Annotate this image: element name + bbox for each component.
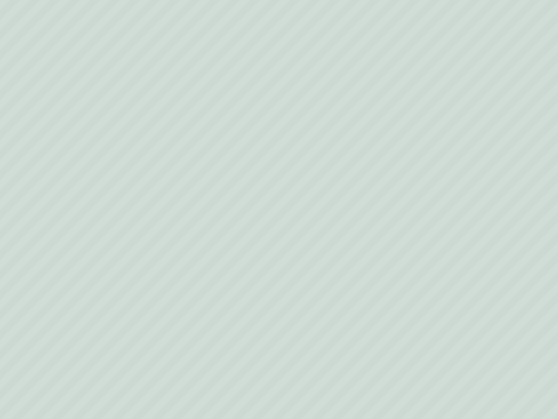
Polygon shape: [41, 0, 470, 419]
Polygon shape: [381, 0, 558, 419]
Polygon shape: [21, 0, 450, 419]
Polygon shape: [521, 0, 558, 419]
Polygon shape: [221, 0, 558, 419]
Polygon shape: [121, 0, 550, 419]
Polygon shape: [0, 0, 50, 419]
Polygon shape: [0, 0, 70, 419]
Polygon shape: [0, 0, 10, 419]
Polygon shape: [0, 0, 150, 419]
Polygon shape: [0, 0, 110, 419]
Polygon shape: [501, 0, 558, 419]
Polygon shape: [101, 0, 530, 419]
Polygon shape: [0, 0, 290, 419]
Polygon shape: [261, 0, 558, 419]
Polygon shape: [241, 0, 558, 419]
Polygon shape: [301, 0, 558, 419]
Polygon shape: [0, 0, 90, 419]
Polygon shape: [0, 0, 170, 419]
Polygon shape: [0, 0, 370, 419]
Polygon shape: [401, 0, 558, 419]
Polygon shape: [1, 0, 430, 419]
Polygon shape: [0, 0, 330, 419]
Polygon shape: [441, 0, 558, 419]
Polygon shape: [141, 0, 558, 419]
Polygon shape: [361, 0, 558, 419]
Polygon shape: [341, 0, 558, 419]
Polygon shape: [0, 0, 410, 419]
Polygon shape: [0, 0, 130, 419]
Polygon shape: [0, 0, 310, 419]
Polygon shape: [0, 0, 350, 419]
Polygon shape: [461, 0, 558, 419]
Polygon shape: [161, 0, 558, 419]
Polygon shape: [281, 0, 558, 419]
Polygon shape: [0, 0, 190, 419]
Polygon shape: [421, 0, 558, 419]
Polygon shape: [0, 0, 230, 419]
Polygon shape: [541, 0, 558, 419]
Polygon shape: [201, 0, 558, 419]
Polygon shape: [81, 0, 510, 419]
Polygon shape: [481, 0, 558, 419]
Polygon shape: [0, 0, 210, 419]
Polygon shape: [321, 0, 558, 419]
Polygon shape: [0, 0, 270, 419]
Polygon shape: [181, 0, 558, 419]
Polygon shape: [0, 0, 250, 419]
Polygon shape: [0, 0, 30, 419]
Polygon shape: [61, 0, 490, 419]
Polygon shape: [0, 0, 390, 419]
